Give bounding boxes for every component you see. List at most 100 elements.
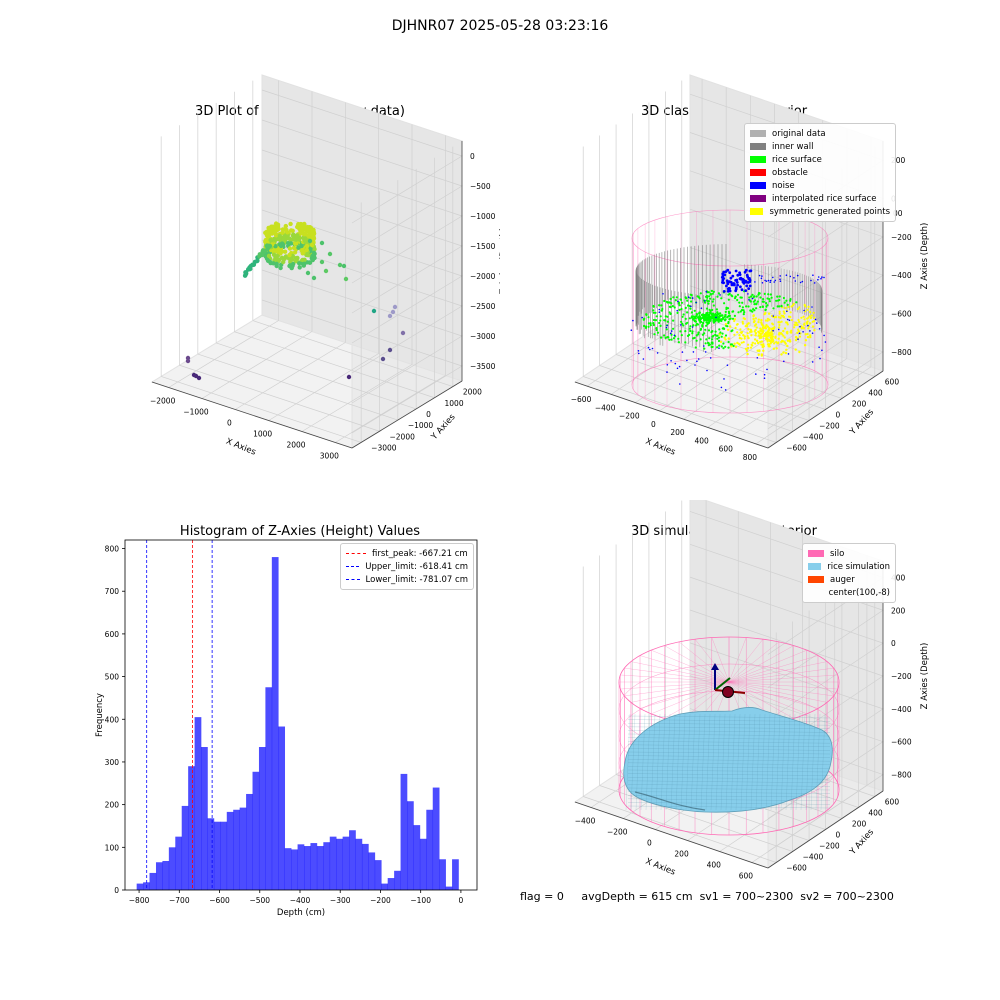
surface-point [757, 321, 760, 324]
noise-point [811, 361, 814, 363]
surface-point [684, 296, 687, 299]
surface-point [717, 336, 721, 339]
surface-point [802, 315, 805, 318]
surface-point [672, 319, 675, 322]
z-tick-label: −3000 [470, 332, 496, 341]
surface-mesh-line [627, 730, 831, 733]
symmetric-point [723, 336, 726, 339]
raw-point [271, 252, 277, 257]
noise-point [728, 289, 732, 293]
noise-point [666, 324, 668, 327]
noise-point [821, 276, 823, 278]
legend-swatch [750, 182, 766, 189]
noise-point [674, 362, 677, 365]
raw-point [387, 347, 393, 353]
surface-point [707, 341, 710, 344]
histogram-bar [310, 843, 318, 890]
noise-point [666, 371, 668, 373]
surface-point [790, 305, 793, 308]
surface-mesh-line [627, 733, 831, 737]
symmetric-point [794, 338, 798, 342]
surface-point [695, 313, 699, 316]
raw-point [185, 358, 191, 364]
symmetric-point [754, 328, 757, 332]
raw-point [196, 375, 202, 381]
z-tick-label: −600 [891, 738, 912, 747]
symmetric-point [811, 325, 815, 328]
surface-point [674, 299, 677, 302]
noise-point [736, 283, 739, 287]
surface-point [746, 332, 749, 335]
symmetric-point [752, 317, 755, 321]
surface-point [798, 320, 801, 323]
y-tick-label: 600 [885, 798, 900, 807]
noise-point [706, 369, 708, 372]
symmetric-point [789, 331, 793, 334]
raw-point [307, 260, 312, 265]
surface-mesh-line [660, 713, 666, 811]
noise-point [789, 275, 792, 278]
surface-point [688, 327, 691, 330]
surface-point [708, 337, 711, 340]
surface-point [668, 311, 671, 314]
symmetric-point [773, 316, 776, 319]
surface-mesh-line [627, 795, 831, 798]
legend-label: Lower_limit: -781.07 cm [365, 574, 468, 585]
surface-point [727, 346, 730, 349]
surface-mesh-line [800, 713, 806, 811]
z-tick-label: −600 [891, 310, 912, 319]
surface-point [755, 295, 758, 298]
auger-axis-z-head [711, 663, 719, 670]
surface-mesh-line [760, 713, 766, 811]
surface-point [754, 342, 757, 345]
noise-point [691, 297, 694, 299]
surface-point [766, 304, 769, 307]
y-tick-label: 400 [105, 715, 120, 724]
noise-point [745, 273, 749, 277]
surface-point [728, 312, 731, 315]
surface-point [723, 315, 727, 318]
surface-point [714, 330, 717, 333]
surface-point [739, 331, 742, 334]
legend-swatch [750, 169, 766, 176]
raw-point [304, 247, 309, 253]
x-tick-label: 200 [674, 850, 689, 859]
surface-mesh-line [720, 713, 726, 811]
noise-point [649, 348, 651, 351]
surface-point [727, 340, 730, 344]
surface-point [783, 327, 787, 330]
noise-point [694, 364, 696, 366]
surface-point [663, 299, 666, 303]
legend-item: auger [808, 573, 890, 586]
surface-point [721, 317, 724, 321]
silo-spoke [728, 681, 838, 690]
surface-point [656, 331, 660, 334]
x-axis-label: X Axies [644, 437, 677, 458]
surface-point [698, 318, 701, 322]
noise-point [816, 322, 818, 324]
y-tick-label: 500 [105, 673, 120, 682]
surface-point [724, 345, 727, 348]
surface-point [782, 334, 785, 337]
surface-point [793, 326, 796, 329]
silo-spoke [728, 639, 764, 683]
legend-swatch [808, 576, 824, 583]
legend-label: first_peak: -667.21 cm [372, 548, 468, 559]
legend-label: interpolated rice surface [772, 193, 877, 204]
x-tick-label: −600 [571, 395, 592, 404]
legend-line-swatch [346, 566, 360, 567]
surface-point [654, 319, 658, 322]
surface-point [693, 309, 696, 312]
symmetric-point [798, 350, 801, 354]
surface-point [731, 310, 734, 313]
z-tick-label: −800 [891, 771, 912, 780]
grid-lines [160, 80, 463, 443]
raw-point [292, 250, 298, 255]
x-tick-label: −200 [370, 896, 391, 905]
surface-point [703, 318, 706, 322]
histogram-bar [155, 862, 163, 890]
surface-mesh-line [810, 713, 816, 811]
noise-point [641, 316, 643, 319]
symmetric-point [750, 330, 753, 333]
legend-item: Lower_limit: -781.07 cm [346, 573, 468, 586]
